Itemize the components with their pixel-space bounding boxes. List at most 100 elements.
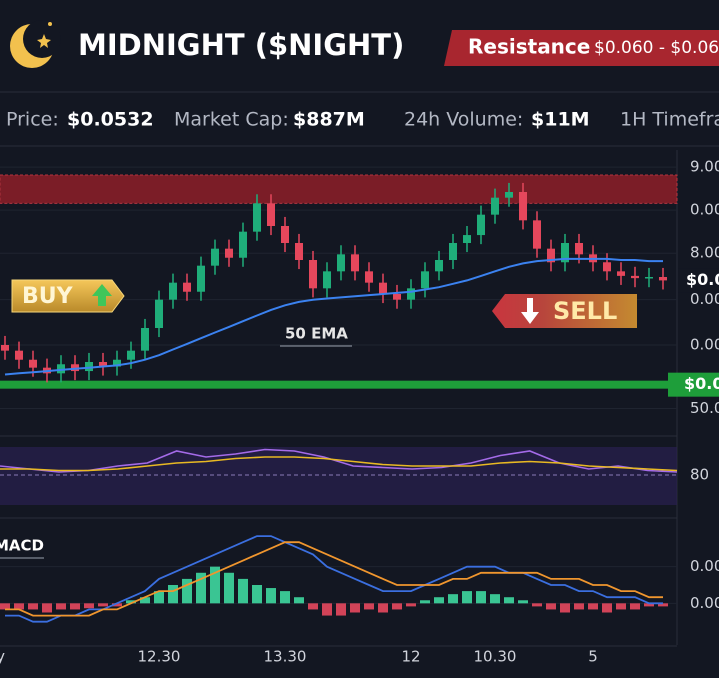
macd-histogram-bar [336,603,346,616]
candle-body [309,260,317,289]
stat-label: 1H Timefra [620,109,719,131]
macd-histogram-bar [238,578,248,604]
candle-body [505,192,513,198]
candle-body [435,260,443,272]
resistance-badge [444,30,719,66]
macd-histogram-bar [378,603,388,613]
macd-histogram-bar [364,603,374,610]
support-line [0,380,668,389]
candle-body [155,299,163,328]
support-tag: $0.0 [684,374,719,393]
macd-histogram-bar [322,603,332,616]
badge-label: Resistance [468,35,590,59]
macd-histogram-bar [420,600,430,604]
stat-label: Market Cap: [174,109,289,131]
candle-body [211,248,219,266]
candle-body [225,248,233,258]
price-tag-bg [678,268,719,293]
candle-body [197,265,205,292]
macd-histogram-bar [84,603,94,609]
macd-histogram-bar [602,603,612,613]
candle-body [239,231,247,258]
ema-line [4,257,663,376]
y-tick-label: 9.00 [690,158,719,176]
title: MIDNIGHT ($NIGHT) [78,28,404,62]
x-tick-label: 10.30 [474,648,517,666]
macd-histogram-bar [476,591,486,604]
macd-histogram-bar [28,603,38,610]
macd-histogram-bar [0,603,10,610]
stat-value: $887M [293,109,365,131]
panel-title: MACD [0,537,44,555]
candle-body [267,203,275,226]
candle-body [15,350,23,360]
candle-body [407,288,415,300]
macd-histogram-bar [504,597,514,604]
macd-histogram-bar [560,603,570,613]
macd-line [5,535,663,623]
macd-histogram-bar [196,572,206,604]
x-tick-label: 5 [588,648,598,666]
macd-histogram-bar [210,566,220,604]
macd-histogram-bar [518,600,528,604]
candle-body [85,362,93,372]
candle-body [631,275,639,279]
candle-body [393,294,401,300]
moon-icon [10,20,61,68]
candle-body [547,248,555,263]
y-tick-label: 0.00 [690,290,719,308]
badge-range: $0.060 - $0.06 [594,38,719,58]
macd-histogram-bar [574,603,584,610]
macd-histogram-bar [252,585,262,604]
buy-badge [11,279,125,313]
candle-body [29,359,37,368]
macd-line [5,541,663,617]
rsi-band [0,447,677,505]
stat-value: $11M [531,109,590,131]
candle-body [519,192,527,221]
macd-histogram-bar [490,594,500,604]
resistance-zone [0,174,678,204]
stat-value: $0.0532 [67,109,154,131]
macd-histogram-bar [448,594,458,604]
sell-label: SELL [553,297,617,325]
candle-body [379,282,387,294]
candle-body [533,220,541,249]
macd-histogram-bar [280,591,290,604]
macd-histogram-bar [182,578,192,604]
macd-histogram-bar [98,603,108,607]
candle-body [295,243,303,260]
candle-body [421,271,429,289]
macd-histogram-bar [168,585,178,604]
macd-histogram-bar [154,591,164,604]
x-tick-label: 12 [401,648,420,666]
y-tick-label: 0.00 [690,594,719,612]
macd-histogram-bar [462,591,472,604]
candle-body [617,271,625,276]
stat-label: Price: [6,109,59,131]
candle-body [449,243,457,260]
macd-histogram-bar [112,603,122,607]
candle-body [323,271,331,289]
y-tick-label: 0.00 [690,336,719,354]
macd-histogram-bar [644,603,654,607]
x-tick-label: 13.30 [264,648,307,666]
candle-body [183,282,191,292]
candle-body [127,350,135,360]
candle-body [99,362,107,367]
buy-arrow [92,284,112,306]
candle-body [561,243,569,263]
macd-histogram-bar [658,603,668,607]
candle-body [645,277,653,279]
macd-histogram-bar [70,603,80,610]
candle-body [351,254,359,272]
macd-histogram-bar [56,603,66,610]
macd-histogram-bar [308,603,318,610]
macd-histogram-bar [434,597,444,604]
candle-body [659,277,667,281]
candle-body [281,226,289,243]
ema-label: 50 EMA [285,325,348,343]
macd-histogram-bar [588,603,598,610]
